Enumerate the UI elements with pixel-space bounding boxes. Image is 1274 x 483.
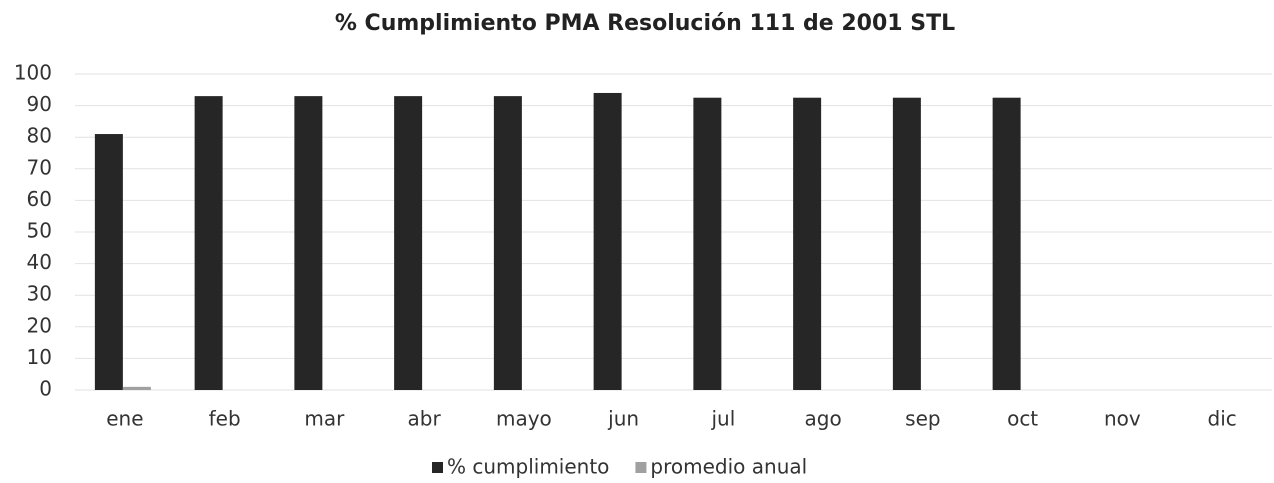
y-tick-label: 50 <box>27 219 52 243</box>
y-tick-label: 10 <box>27 345 52 369</box>
x-tick-label: mar <box>304 407 345 431</box>
y-tick-label: 100 <box>14 61 52 85</box>
bar <box>992 97 1021 390</box>
x-tick-label: oct <box>1007 407 1038 431</box>
x-tick-label: sep <box>905 407 940 431</box>
bar <box>693 97 722 390</box>
bar <box>493 96 522 391</box>
x-tick-label: dic <box>1208 407 1237 431</box>
bar <box>194 96 223 391</box>
y-tick-label: 90 <box>27 92 52 116</box>
x-tick-label: ene <box>106 407 143 431</box>
chart-title: % Cumplimiento PMA Resolución 111 de 200… <box>335 11 955 36</box>
y-tick-label: 20 <box>27 313 52 337</box>
y-tick-label: 30 <box>27 282 52 306</box>
bar <box>892 97 921 390</box>
x-tick-label: nov <box>1104 407 1141 431</box>
bar <box>394 96 423 391</box>
y-tick-label: 80 <box>27 124 52 148</box>
x-tick-label: ago <box>805 407 842 431</box>
bar <box>94 134 123 390</box>
x-tick-label: jul <box>710 407 735 431</box>
legend-label: promedio anual <box>650 455 807 479</box>
bar <box>122 386 151 390</box>
x-tick-label: jun <box>607 407 639 431</box>
x-tick-label: abr <box>408 407 442 431</box>
x-tick-label: feb <box>209 407 241 431</box>
bar <box>593 92 622 391</box>
legend-label: % cumplimiento <box>447 455 609 479</box>
x-tick-label: mayo <box>496 407 552 431</box>
y-tick-label: 40 <box>27 250 52 274</box>
bar <box>294 96 323 391</box>
legend-swatch <box>432 462 443 473</box>
bar <box>793 97 822 390</box>
legend-swatch <box>635 462 647 473</box>
y-tick-label: 70 <box>27 155 52 179</box>
y-tick-label: 60 <box>27 187 52 211</box>
y-tick-label: 0 <box>39 377 52 401</box>
